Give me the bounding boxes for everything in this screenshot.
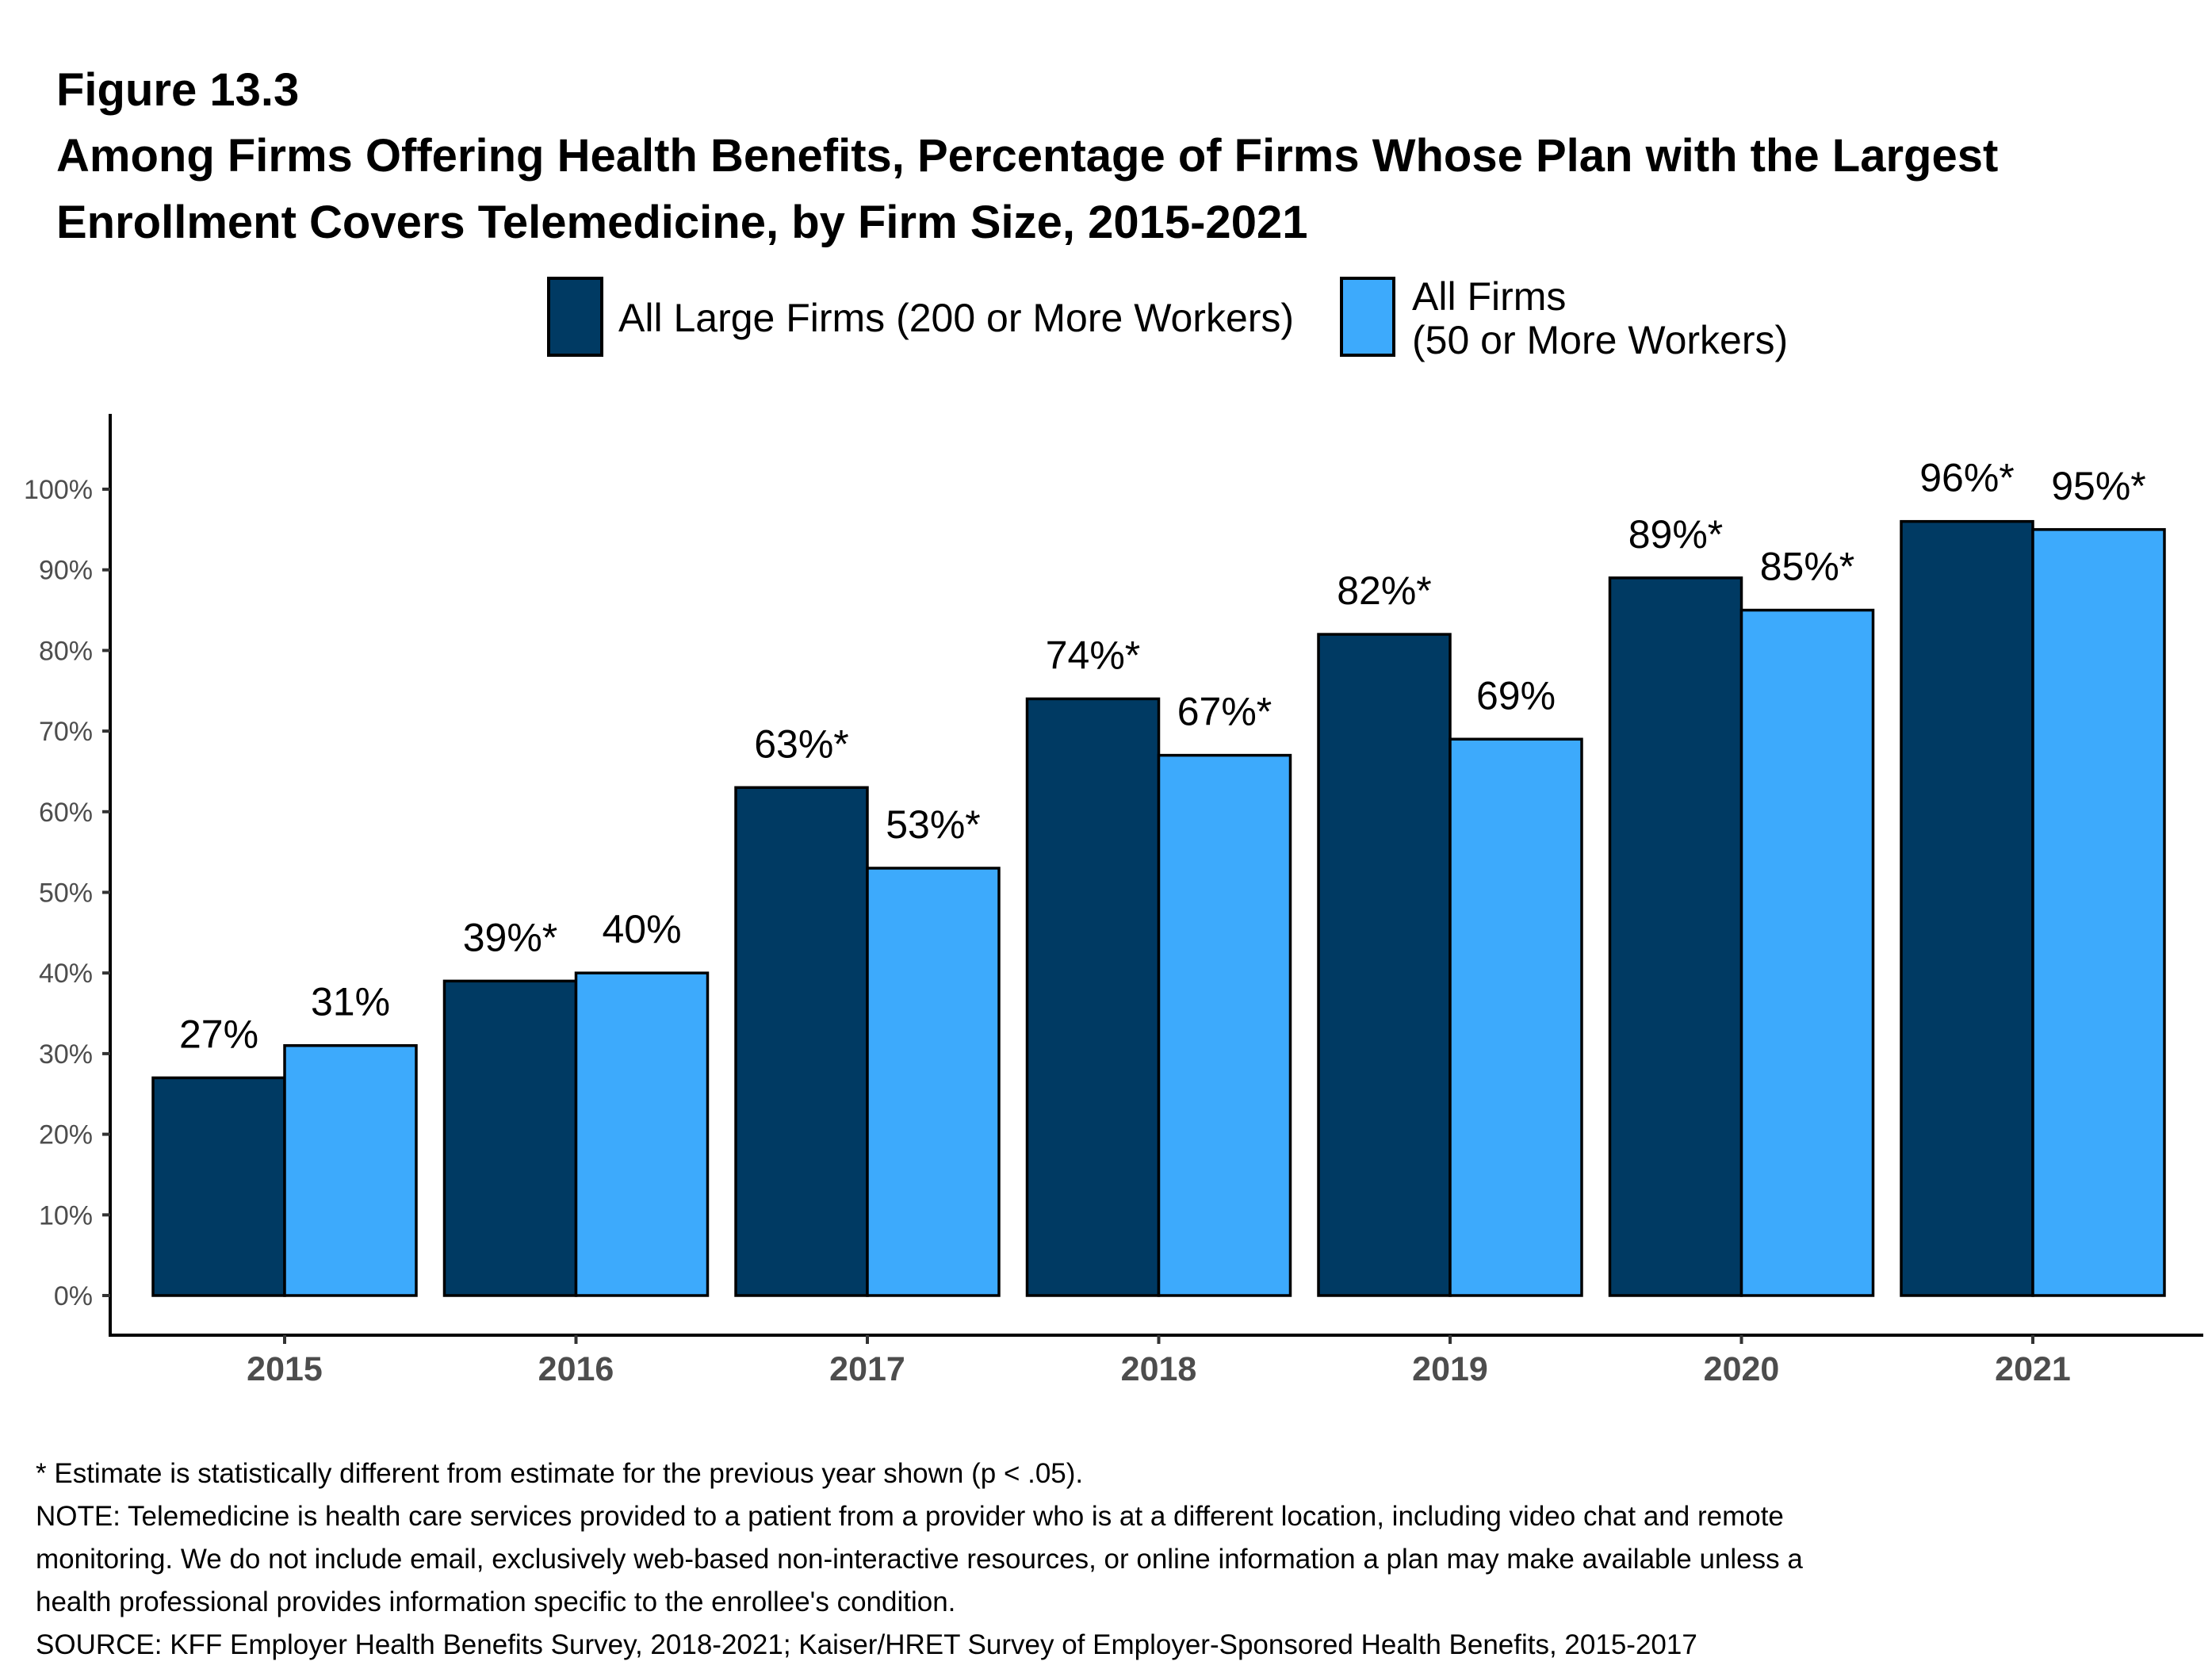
data-label-large-firms: 96%* bbox=[1919, 456, 2015, 500]
data-label-all-firms: 67%* bbox=[1177, 690, 1272, 734]
y-tick-label: 40% bbox=[39, 959, 93, 989]
figure-label: Figure 13.3 bbox=[56, 64, 299, 116]
y-tick-label: 0% bbox=[54, 1281, 93, 1311]
data-label-large-firms: 39%* bbox=[463, 915, 558, 959]
x-tick-label: 2018 bbox=[1121, 1350, 1197, 1388]
data-label-all-firms: 40% bbox=[602, 907, 681, 951]
footnotes: * Estimate is statistically different fr… bbox=[36, 1458, 1803, 1660]
data-label-all-firms: 85%* bbox=[1760, 545, 1855, 589]
data-label-all-firms: 95%* bbox=[2051, 464, 2146, 508]
y-tick-label: 30% bbox=[39, 1039, 93, 1070]
bar-large-firms bbox=[1025, 697, 1161, 1297]
bar-large-firms bbox=[1317, 633, 1452, 1297]
x-tick-label: 2020 bbox=[1704, 1350, 1780, 1388]
x-tick-label: 2021 bbox=[1995, 1350, 2071, 1388]
data-label-all-firms: 31% bbox=[311, 980, 390, 1024]
bar-large-firms bbox=[151, 1076, 286, 1297]
legend-swatch-large-firms bbox=[547, 277, 603, 357]
bar-all-firms bbox=[1157, 753, 1292, 1297]
legend: All Large Firms (200 or More Workers) Al… bbox=[547, 274, 1788, 362]
y-tick-label: 70% bbox=[39, 717, 93, 747]
bar-large-firms bbox=[1608, 576, 1743, 1297]
bar-all-firms bbox=[2031, 528, 2166, 1297]
y-tick-label: 80% bbox=[39, 636, 93, 666]
footnote-note-line-1: NOTE: Telemedicine is health care servic… bbox=[36, 1501, 1784, 1532]
bar-all-firms bbox=[1739, 608, 1875, 1297]
data-label-large-firms: 27% bbox=[179, 1012, 258, 1056]
legend-label-all-firms-line-1: All Firms bbox=[1412, 274, 1566, 319]
bar-all-firms bbox=[866, 867, 1001, 1297]
x-tick-label: 2019 bbox=[1412, 1350, 1488, 1388]
y-tick-label: 50% bbox=[39, 878, 93, 909]
x-tick-label: 2016 bbox=[538, 1350, 614, 1388]
footnote-source: SOURCE: KFF Employer Health Benefits Sur… bbox=[36, 1629, 1697, 1660]
footnote-note-line-2: monitoring. We do not include email, exc… bbox=[36, 1544, 1803, 1575]
bar-all-firms bbox=[574, 971, 710, 1297]
bar-large-firms bbox=[1900, 519, 2034, 1297]
bar-large-firms bbox=[442, 979, 578, 1297]
y-tick-label: 90% bbox=[39, 556, 93, 586]
bar-all-firms bbox=[1449, 737, 1583, 1297]
y-tick-label: 10% bbox=[39, 1200, 93, 1231]
y-tick-label: 60% bbox=[39, 798, 93, 828]
legend-label-all-firms-line-2: (50 or More Workers) bbox=[1412, 318, 1788, 362]
data-label-large-firms: 74%* bbox=[1046, 633, 1141, 677]
y-tick-label: 100% bbox=[24, 475, 93, 505]
x-tick-label: 2017 bbox=[829, 1350, 905, 1388]
bar-all-firms bbox=[283, 1043, 418, 1297]
data-label-large-firms: 63%* bbox=[754, 722, 849, 766]
bar-large-firms bbox=[734, 786, 869, 1297]
data-label-all-firms: 53%* bbox=[886, 802, 981, 847]
footnote-note-line-3: health professional provides information… bbox=[36, 1587, 955, 1617]
chart-title-line-1: Among Firms Offering Health Benefits, Pe… bbox=[56, 130, 1998, 182]
plot-area: 0% 10% 20% 30% 40% 50% 60% 70% 80% 90% 100% 2015 27%… bbox=[24, 414, 2203, 1388]
y-tick-label: 20% bbox=[39, 1120, 93, 1150]
legend-label-large-firms: All Large Firms (200 or More Workers) bbox=[618, 296, 1294, 340]
legend-swatch-all-firms bbox=[1340, 277, 1395, 357]
data-label-large-firms: 82%* bbox=[1337, 568, 1432, 613]
footnote-significance: * Estimate is statistically different fr… bbox=[36, 1458, 1083, 1489]
x-tick-label: 2015 bbox=[247, 1350, 323, 1388]
data-label-large-firms: 89%* bbox=[1628, 512, 1724, 557]
data-label-all-firms: 69% bbox=[1476, 673, 1556, 718]
chart-title-line-2: Enrollment Covers Telemedicine, by Firm … bbox=[56, 197, 1307, 248]
